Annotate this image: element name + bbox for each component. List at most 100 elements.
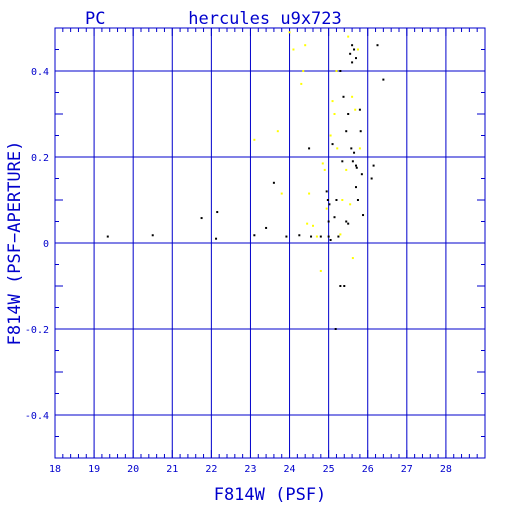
yellow-data-point [339, 233, 342, 236]
yellow-data-point [336, 147, 339, 150]
black-data-point [272, 181, 275, 184]
black-data-point [347, 222, 350, 225]
black-data-point [343, 285, 346, 287]
black-data-point [355, 57, 357, 60]
y-tick-labels: -0.4 -0.2 0 0.2 0.4 [25, 67, 49, 422]
black-data-point [351, 160, 354, 163]
yellow-data-point [349, 203, 352, 206]
black-data-point [345, 130, 348, 133]
yellow-data-point [329, 134, 332, 137]
chart-title: hercules_u9x723 [188, 9, 342, 29]
black-data-point [370, 177, 373, 180]
black-data-point [355, 164, 357, 167]
yellow-data-point [347, 35, 350, 38]
black-data-point [339, 70, 342, 72]
yellow-data-point [276, 130, 279, 133]
chart-subtitle: PC [85, 9, 105, 29]
black-data-point [353, 48, 356, 51]
y-tick-label: 0.2 [31, 153, 49, 164]
y-axis-label: F814W (PSF−APERTURE) [5, 141, 25, 346]
black-data-point [319, 235, 322, 238]
black-data-point [376, 44, 379, 47]
yellow-data-point [354, 108, 357, 111]
black-data-point [351, 61, 354, 64]
x-tick-labels: 18 19 20 21 22 23 24 25 26 27 28 [49, 464, 452, 475]
x-tick-label: 23 [244, 464, 256, 475]
yellow-data-point [319, 269, 322, 272]
yellow-data-point [300, 82, 303, 85]
black-data-point [285, 235, 288, 238]
y-tick-label: -0.2 [25, 325, 49, 336]
black-data-point [106, 235, 109, 238]
yellow-data-point [292, 48, 295, 51]
x-tick-label: 24 [284, 464, 296, 475]
x-axis-label: F814W (PSF) [214, 485, 327, 505]
yellow-data-point [325, 207, 328, 210]
yellow-data-point [306, 222, 309, 225]
yellow-data-point [315, 235, 318, 238]
yellow-data-point [323, 168, 326, 171]
yellow-data-point [312, 224, 314, 227]
black-data-point [151, 234, 154, 237]
black-data-point [359, 130, 362, 133]
y-tick-label: 0 [43, 239, 49, 250]
black-data-point [328, 203, 331, 206]
yellow-data-point [321, 162, 324, 165]
black-data-point [353, 151, 356, 154]
black-data-point [358, 108, 361, 111]
black-data-point [372, 164, 375, 167]
yellow-data-point [356, 48, 359, 51]
black-data-point [362, 214, 365, 217]
y-tick-label: 0.4 [31, 67, 49, 78]
x-tick-label: 28 [440, 464, 452, 475]
black-data-point [310, 235, 313, 238]
black-data-point [265, 226, 268, 229]
yellow-data-point [280, 192, 283, 195]
yellow-data-point [335, 70, 338, 72]
black-data-point [341, 160, 344, 163]
x-tick-label: 19 [88, 464, 100, 475]
black-data-point [200, 217, 203, 220]
x-tick-label: 25 [323, 464, 335, 475]
black-data-point [325, 190, 328, 193]
black-data-point [331, 143, 334, 146]
axis-ticks [54, 27, 486, 459]
yellow-data-point [341, 199, 344, 201]
black-data-point [351, 44, 354, 47]
black-data-point [355, 186, 357, 189]
x-tick-label: 27 [401, 464, 413, 475]
yellow-data-point [331, 100, 334, 103]
black-data-point [345, 220, 348, 223]
grid [55, 28, 485, 458]
yellow-data-point [304, 44, 307, 47]
black-data-point [355, 166, 358, 169]
x-tick-label: 21 [166, 464, 178, 475]
black-data-point [342, 95, 345, 98]
black-data-point [253, 234, 256, 237]
x-tick-label: 26 [362, 464, 374, 475]
x-tick-label: 20 [127, 464, 139, 475]
black-data-point [339, 285, 342, 287]
yellow-data-point [308, 192, 311, 195]
y-tick-label: -0.4 [25, 411, 49, 422]
black-data-point [308, 147, 311, 150]
data-points [106, 31, 385, 330]
yellow-data-point [351, 257, 354, 260]
yellow-data-point [333, 113, 336, 115]
black-data-point [356, 199, 359, 201]
yellow-data-point [302, 70, 305, 72]
black-data-point [329, 238, 332, 241]
black-data-point [350, 147, 353, 150]
black-data-point [349, 52, 352, 55]
yellow-data-point [345, 168, 348, 171]
black-data-point [326, 199, 329, 201]
black-data-point [215, 237, 218, 240]
black-data-point [347, 113, 350, 115]
black-data-point [327, 235, 330, 238]
black-data-point [360, 173, 363, 176]
black-data-point [298, 234, 301, 237]
yellow-data-point [351, 95, 354, 98]
x-tick-label: 18 [49, 464, 61, 475]
yellow-data-point [253, 138, 256, 141]
